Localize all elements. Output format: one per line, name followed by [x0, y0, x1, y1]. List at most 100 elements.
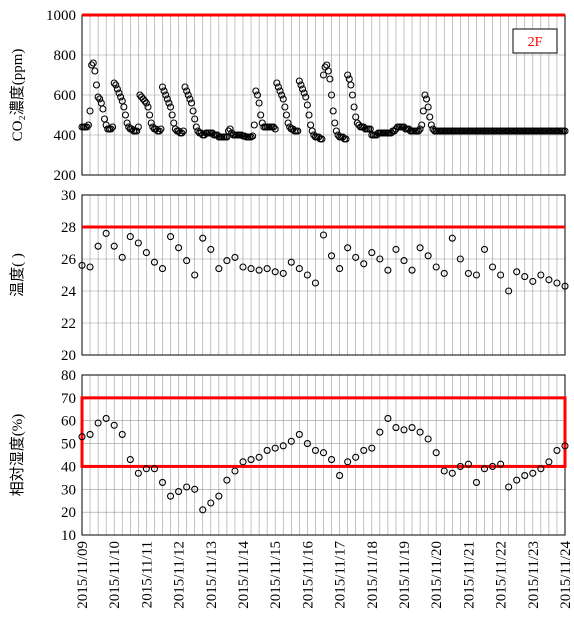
data-point [158, 265, 167, 273]
data-point [150, 258, 158, 266]
data-point [276, 87, 284, 95]
data-point [376, 255, 384, 263]
data-point [545, 276, 553, 284]
data-point [274, 83, 282, 91]
data-point [133, 127, 141, 135]
data-point [83, 123, 91, 131]
data-point [179, 127, 187, 135]
y-tick-label: 800 [54, 48, 77, 64]
data-point [392, 424, 400, 432]
data-point [94, 242, 102, 250]
data-point [416, 244, 424, 252]
data-point [464, 460, 472, 468]
data-point [199, 234, 207, 242]
data-point [440, 269, 448, 277]
y-axis-label: 温度( ) [9, 253, 26, 297]
data-point [184, 91, 192, 99]
data-point [142, 249, 150, 257]
data-point [295, 265, 303, 273]
y-axis-label: 相対湿度(%) [9, 414, 26, 497]
data-point [147, 119, 155, 127]
data-point [331, 119, 339, 127]
data-point [432, 449, 440, 457]
data-point [167, 492, 175, 500]
data-point [319, 71, 328, 79]
y-tick-label: 1000 [46, 8, 76, 24]
data-point [271, 125, 279, 133]
data-point [141, 97, 149, 105]
data-point [297, 81, 305, 89]
data-point [327, 252, 336, 260]
data-point [416, 428, 424, 436]
data-point [553, 446, 561, 454]
y-tick-label: 60 [61, 414, 76, 430]
data-point [102, 414, 110, 422]
data-point [255, 453, 263, 461]
data-point [96, 95, 104, 103]
data-point [299, 85, 307, 93]
data-point [368, 249, 376, 257]
data-point [88, 61, 96, 69]
data-point [110, 421, 118, 429]
x-tick-label: 2015/11/11 [139, 541, 155, 608]
data-point [287, 258, 295, 266]
data-point [440, 467, 448, 475]
data-point [294, 127, 302, 135]
x-tick-label: 2015/11/17 [333, 541, 349, 609]
data-point [505, 483, 513, 491]
data-point [295, 77, 303, 85]
data-point [521, 472, 529, 480]
data-point [344, 244, 352, 252]
data-point [273, 79, 281, 87]
data-point [86, 107, 94, 115]
data-point [537, 271, 545, 279]
data-point [384, 414, 392, 422]
x-tick-label: 2015/11/13 [204, 541, 220, 609]
x-tick-label: 2015/11/19 [397, 541, 413, 609]
data-point [319, 449, 328, 457]
data-point [109, 123, 117, 131]
x-tick-label: 2015/11/14 [236, 541, 252, 609]
data-point [336, 265, 344, 273]
data-point [408, 266, 416, 274]
data-point [257, 111, 265, 119]
data-point [561, 127, 569, 135]
legend-box [512, 28, 558, 54]
data-point [318, 135, 326, 143]
data-point [537, 465, 545, 473]
data-point [150, 465, 158, 473]
data-point [207, 245, 215, 253]
data-point [134, 123, 142, 131]
data-point [263, 446, 271, 454]
y-tick-label: 50 [61, 437, 76, 453]
data-point [424, 435, 432, 443]
data-point [329, 107, 337, 115]
data-point [561, 282, 569, 290]
data-point [279, 269, 287, 277]
data-point [408, 424, 416, 432]
data-point [126, 456, 134, 464]
data-point [142, 99, 150, 107]
data-point [168, 111, 176, 119]
data-point [215, 492, 223, 500]
data-point [123, 119, 131, 127]
data-point [187, 99, 196, 107]
data-point [144, 103, 152, 111]
data-point [327, 91, 336, 99]
data-point [100, 115, 109, 123]
data-point [250, 121, 258, 129]
data-point [308, 127, 316, 135]
data-point [134, 239, 142, 247]
x-tick-label: 2015/11/22 [494, 541, 510, 609]
data-point [480, 465, 489, 473]
data-point [271, 444, 279, 452]
data-point [448, 234, 456, 242]
data-point [303, 271, 311, 279]
data-point [110, 242, 118, 250]
data-point [426, 113, 434, 121]
data-point [311, 446, 320, 454]
data-point [94, 419, 102, 427]
data-point [231, 253, 239, 261]
x-tick-label: 2015/11/10 [107, 541, 123, 609]
